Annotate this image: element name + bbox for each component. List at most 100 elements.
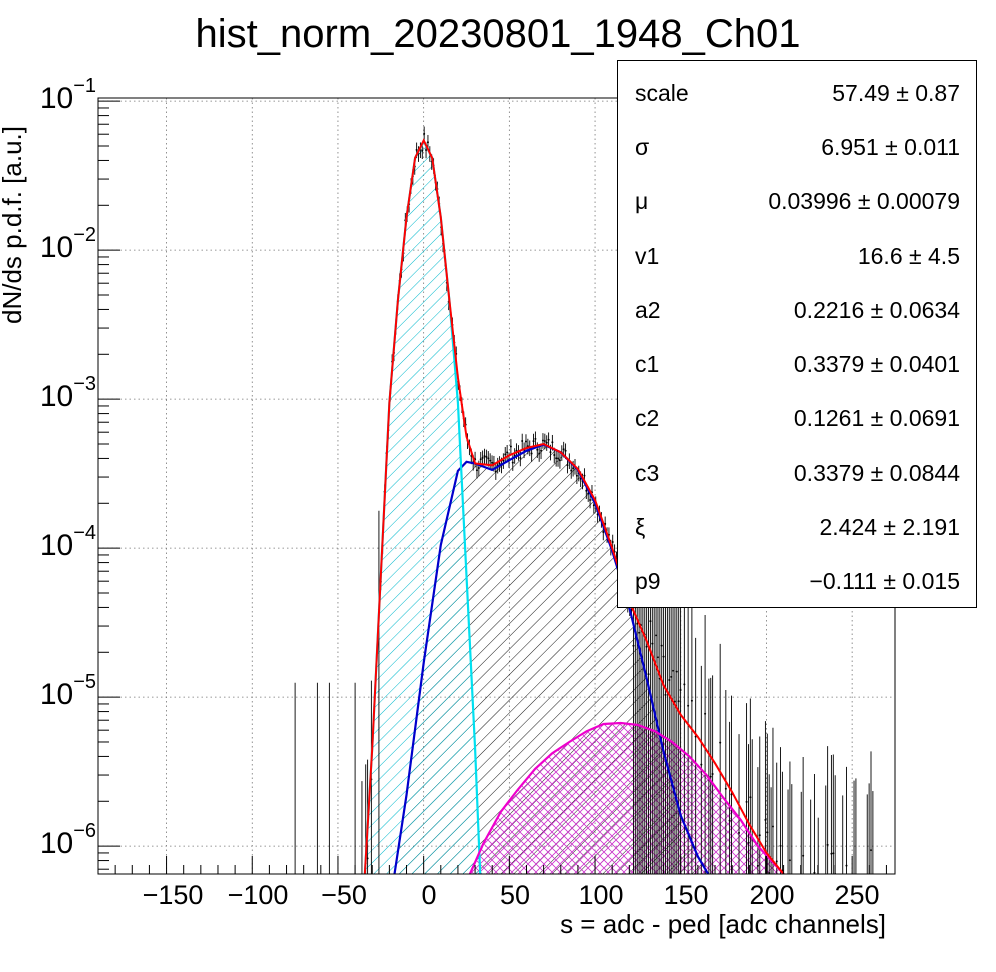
- data-point: [813, 871, 816, 874]
- data-point: [802, 854, 805, 857]
- data-point: [649, 620, 652, 623]
- data-point: [543, 440, 546, 443]
- data-point: [504, 453, 507, 456]
- data-point: [660, 644, 663, 647]
- stat-value: 0.1261 ± 0.0691: [793, 405, 960, 431]
- data-point: [738, 831, 741, 834]
- stat-row: p9 −0.111 ± 0.015: [618, 561, 976, 601]
- data-point: [421, 149, 424, 152]
- data-point: [583, 474, 586, 477]
- stat-row: μ 0.03996 ± 0.00079: [618, 181, 976, 221]
- data-point: [788, 859, 791, 862]
- data-point: [498, 462, 501, 465]
- data-point: [724, 787, 727, 790]
- total-fit-curve: [363, 138, 785, 874]
- data-point: [547, 438, 550, 441]
- data-point: [687, 704, 690, 707]
- stat-value: 0.03996 ± 0.00079: [768, 188, 960, 214]
- x-tick-label: 50: [499, 880, 531, 910]
- stat-row: ξ 2.424 ± 2.191: [618, 507, 976, 547]
- data-point: [826, 843, 829, 846]
- data-point: [415, 148, 418, 151]
- data-point: [655, 634, 658, 637]
- stat-row: v1 16.6 ± 4.5: [618, 236, 976, 276]
- data-point: [532, 440, 535, 443]
- stat-value: 0.3379 ± 0.0844: [793, 460, 960, 486]
- data-point: [485, 456, 488, 459]
- data-point: [775, 860, 778, 863]
- y-tick-label: 10−2: [39, 224, 96, 264]
- stat-value: 0.3379 ± 0.0401: [793, 351, 960, 377]
- data-point: [555, 457, 558, 460]
- stat-name: v1: [635, 243, 660, 269]
- y-axis-label: dN/ds p.d.f. [a.u.]: [0, 126, 27, 324]
- data-point: [632, 644, 635, 647]
- data-point: [675, 670, 678, 673]
- stat-row: a2 0.2216 ± 0.0634: [618, 290, 976, 330]
- x-tick-label: 100: [578, 880, 624, 910]
- data-point: [683, 683, 686, 686]
- stat-name: a2: [635, 297, 661, 323]
- x-tick-label: 200: [749, 880, 795, 910]
- x-tick-label: −100: [227, 880, 289, 910]
- data-point: [477, 466, 480, 469]
- data-point: [585, 489, 588, 492]
- data-point: [564, 449, 567, 452]
- data-point: [728, 819, 731, 822]
- data-point: [425, 148, 428, 151]
- data-point: [700, 763, 703, 766]
- data-point: [530, 452, 533, 455]
- data-point: [766, 831, 769, 834]
- stat-name: p9: [635, 568, 661, 594]
- x-tick-label: −50: [321, 880, 367, 910]
- stat-name: ξ: [635, 514, 646, 540]
- data-point: [487, 457, 490, 460]
- data-point: [749, 796, 752, 799]
- data-point: [664, 693, 667, 696]
- data-point: [636, 622, 639, 625]
- data-point: [656, 656, 659, 659]
- y-tick-label: 10−5: [39, 671, 96, 711]
- data-point: [690, 699, 693, 702]
- data-point: [549, 451, 552, 454]
- data-point: [589, 499, 592, 502]
- stat-row: c2 0.1261 ± 0.0691: [618, 398, 976, 438]
- data-point: [638, 631, 641, 634]
- data-point: [651, 642, 654, 645]
- data-point: [506, 451, 509, 454]
- x-tick-label: 250: [834, 880, 880, 910]
- stat-row: c3 0.3379 ± 0.0844: [618, 453, 976, 493]
- data-point: [562, 448, 565, 451]
- data-point: [768, 871, 771, 874]
- data-point: [572, 467, 575, 470]
- stat-row: σ 6.951 ± 0.011: [618, 127, 976, 167]
- data-point: [870, 849, 873, 852]
- data-point: [536, 448, 539, 451]
- stat-value: −0.111 ± 0.015: [809, 568, 960, 594]
- data-point: [647, 673, 650, 676]
- data-point: [845, 864, 848, 867]
- data-point: [509, 445, 512, 448]
- data-point: [575, 474, 578, 477]
- data-point: [475, 469, 478, 472]
- data-point: [771, 825, 774, 828]
- data-point: [830, 852, 833, 855]
- stat-row: c1 0.3379 ± 0.0401: [618, 344, 976, 384]
- data-point: [747, 841, 750, 844]
- fit-stats-box: scale 57.49 ± 0.87 σ 6.951 ± 0.011 μ 0.0399…: [617, 60, 977, 608]
- data-point: [519, 456, 522, 459]
- data-point: [764, 818, 767, 821]
- stat-row: scale 57.49 ± 0.87: [618, 73, 976, 113]
- y-tick-label: 10−4: [39, 522, 96, 562]
- data-point: [553, 454, 556, 457]
- y-tick-label: 10−3: [39, 373, 96, 413]
- data-point: [489, 459, 492, 462]
- stat-name: σ: [635, 134, 650, 160]
- data-point: [677, 700, 680, 703]
- data-point: [534, 437, 537, 440]
- data-point: [756, 864, 759, 867]
- x-tick-label: −150: [142, 880, 204, 910]
- stat-value: 6.951 ± 0.011: [821, 134, 960, 160]
- data-point: [711, 773, 714, 776]
- data-point: [541, 439, 544, 442]
